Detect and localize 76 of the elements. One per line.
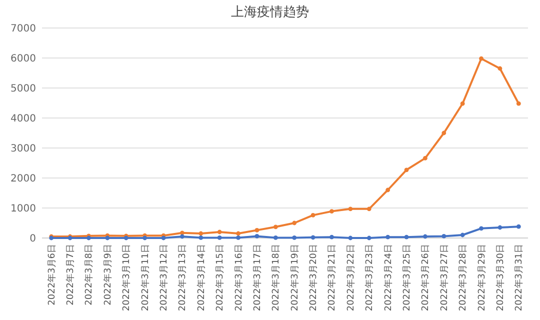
- x-tick-label: 2022年3月10日: [121, 244, 132, 312]
- y-tick-label: 0: [30, 234, 36, 244]
- x-tick-label: 2022年3月24日: [382, 244, 394, 312]
- x-tick-label: 2022年3月30日: [494, 244, 506, 312]
- point: [310, 235, 316, 240]
- point: [348, 236, 353, 240]
- x-tick-label: 2022年3月31日: [514, 244, 525, 312]
- point: [254, 228, 260, 232]
- point: [105, 236, 110, 240]
- point: [273, 224, 278, 230]
- x-tick-label: 2022年3月15日: [214, 244, 226, 312]
- x-tick-label: 2022年3月20日: [308, 244, 320, 312]
- point: [366, 236, 372, 240]
- point: [198, 236, 204, 240]
- point: [498, 225, 502, 230]
- x-tick-label: 2022年3月29日: [476, 244, 488, 312]
- point: [422, 156, 428, 160]
- point: [236, 231, 240, 236]
- point: [330, 234, 334, 240]
- y-tick-label: 1000: [10, 204, 36, 214]
- x-tick-label: 2022年3月9日: [102, 244, 114, 306]
- x-tick-label: 2022年3月22日: [345, 244, 356, 312]
- y-tick-label: 5000: [10, 84, 36, 94]
- y-tick-label: 6000: [10, 54, 36, 64]
- point: [460, 101, 465, 106]
- x-tick-label: 2022年3月13日: [177, 244, 188, 312]
- x-tick-label: 2022年3月25日: [402, 244, 412, 312]
- point: [386, 188, 390, 192]
- x-tick-label: 2022年3月19日: [289, 244, 300, 312]
- x-tick-label: 2022年3月28日: [458, 244, 469, 312]
- x-tick-label: 2022年3月21日: [326, 244, 338, 312]
- point: [516, 101, 521, 106]
- x-tick-label: 2022年3月14日: [196, 244, 207, 312]
- point: [180, 230, 184, 236]
- x-tick-label: 2022年3月7日: [65, 244, 76, 306]
- x-tick-label: 2022年3月26日: [420, 244, 432, 312]
- point: [217, 236, 222, 240]
- x-tick-label: 2022年3月12日: [158, 244, 170, 312]
- point: [161, 236, 166, 240]
- point: [498, 66, 502, 71]
- x-tick-label: 2022年3月6日: [46, 244, 58, 306]
- point: [516, 224, 521, 229]
- y-tick-label: 4000: [10, 114, 36, 124]
- point: [404, 168, 409, 172]
- y-tick-label: 2000: [10, 174, 36, 184]
- point: [330, 209, 334, 214]
- point: [292, 220, 297, 226]
- point: [366, 206, 372, 212]
- point: [236, 236, 240, 240]
- point: [386, 234, 390, 240]
- x-tick-label: 2022年3月11日: [140, 244, 151, 312]
- point: [479, 226, 484, 231]
- point: [292, 236, 297, 240]
- x-tick-label: 2022年3月27日: [438, 244, 450, 312]
- point: [142, 236, 148, 240]
- point: [460, 232, 465, 238]
- x-tick-label: 2022年3月23日: [364, 244, 376, 312]
- point: [348, 206, 353, 212]
- point: [422, 234, 428, 239]
- y-tick-label: 3000: [10, 144, 36, 154]
- point: [254, 234, 260, 238]
- chart-title: 上海疫情趋势: [231, 5, 309, 20]
- x-tick-label: 2022年3月18日: [270, 244, 282, 312]
- y-tick-label: 7000: [10, 24, 36, 34]
- point: [273, 236, 278, 240]
- point: [479, 56, 484, 61]
- x-tick-label: 2022年3月17日: [252, 244, 263, 312]
- x-tick-label: 2022年3月16日: [233, 244, 244, 312]
- point: [404, 234, 409, 240]
- point: [442, 130, 446, 136]
- x-tick-label: 2022年3月8日: [84, 244, 95, 306]
- point: [217, 230, 222, 234]
- point: [198, 231, 204, 236]
- point: [180, 234, 184, 239]
- point: [442, 234, 446, 238]
- point: [310, 213, 316, 218]
